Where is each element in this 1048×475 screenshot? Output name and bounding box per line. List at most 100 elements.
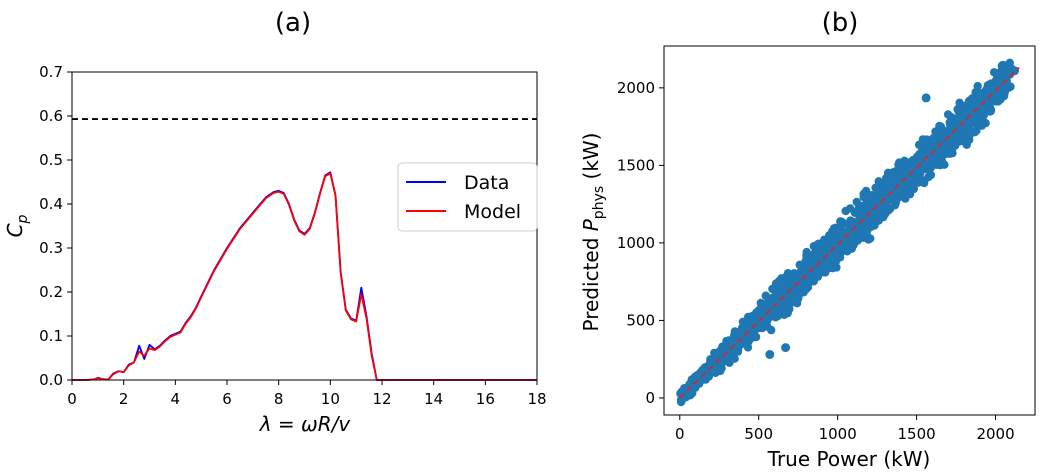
scatter-point (891, 198, 900, 208)
scatter-point (915, 151, 924, 160)
scatter-point (721, 356, 730, 366)
scatter-point (969, 96, 979, 105)
scatter-point (807, 259, 816, 268)
scatter-point (946, 146, 955, 155)
scatter-point (684, 389, 694, 398)
panel-a: (a) 0 2 4 6 8 10 12 14 16 18 0.0 0.1 0.2 0.3 0.4 0.5 0.6… (3, 8, 547, 436)
panel-a-ticks: 0 2 4 6 8 10 12 14 16 18 0.0 0.1 0.2 0.3 0.4 0.5 0.6 0.7 (39, 63, 546, 408)
y-tick-label: 0.2 (39, 283, 63, 301)
scatter-point (949, 126, 958, 135)
scatter-point (801, 285, 811, 294)
scatter-point (712, 351, 721, 360)
scatter-point (802, 247, 811, 257)
x-tick-label: 18 (527, 390, 546, 408)
scatter-point (703, 372, 712, 381)
x-tick-label: 4 (171, 390, 181, 408)
panel-a-title: (a) (275, 8, 311, 38)
scatter-point (971, 119, 980, 128)
scatter-point (825, 239, 835, 248)
panel-a-xlabel: λ = ωR/v (259, 412, 352, 436)
scatter-point (730, 331, 739, 340)
scatter-point (975, 90, 984, 100)
x-tick-label: 16 (476, 390, 495, 408)
scatter-point (877, 199, 886, 208)
y-tick-label: 0.4 (39, 195, 63, 213)
scatter-point (753, 307, 763, 316)
x-tick-label: 10 (321, 390, 340, 408)
x-tick-label: 14 (424, 390, 443, 408)
scatter-point (740, 322, 749, 332)
scatter-point (874, 177, 883, 186)
scatter-point (685, 379, 694, 389)
scatter-point (863, 225, 872, 235)
scatter-point (954, 106, 964, 115)
scatter-point (972, 126, 981, 135)
scatter-point (820, 247, 829, 256)
scatter-point (768, 284, 777, 294)
scatter-point (985, 103, 995, 113)
y-tick-label: 1500 (617, 156, 655, 174)
scatter-point (904, 187, 913, 196)
x-tick-label: 1000 (819, 425, 857, 443)
scatter-point (900, 156, 909, 165)
panel-b-ylabel: Predicted Pphys (kW) (579, 133, 607, 332)
legend-data-label: Data (464, 172, 509, 194)
y-tick-label: 500 (626, 311, 655, 329)
y-tick-label: 0.7 (39, 63, 63, 81)
x-tick-label: 2000 (976, 425, 1014, 443)
panel-b-title: (b) (822, 8, 859, 38)
scatter-point (875, 186, 884, 195)
scatter-point (977, 98, 986, 107)
x-tick-label: 1500 (898, 425, 936, 443)
x-tick-label: 8 (274, 390, 284, 408)
scatter-point (940, 160, 949, 169)
y-tick-label: 0.6 (39, 107, 63, 125)
scatter-point (734, 339, 743, 348)
scatter-point (853, 208, 863, 217)
scatter-point (963, 104, 973, 113)
scatter-point (749, 333, 759, 342)
scatter-point (791, 274, 801, 283)
x-tick-label: 0 (67, 390, 77, 408)
scatter-point (819, 265, 828, 275)
scatter-point (761, 291, 771, 301)
scatter-point (964, 121, 974, 131)
scatter-point (837, 220, 846, 229)
scatter-point (895, 190, 904, 199)
x-tick-label: 0 (675, 425, 685, 443)
scatter-point (832, 251, 842, 260)
scatter-point (911, 157, 920, 166)
y-tick-label: 0.5 (39, 151, 63, 169)
scatter-point (838, 229, 847, 238)
legend-model-label: Model (464, 201, 521, 223)
scatter-point (938, 125, 947, 134)
scatter-point (726, 338, 735, 348)
scatter-point (693, 372, 702, 381)
scatter-point (902, 179, 911, 189)
scatter-point (955, 98, 964, 108)
scatter-point (826, 255, 835, 265)
scatter-point (859, 233, 868, 242)
panel-b-frame (663, 45, 1036, 416)
scatter-point (914, 178, 923, 187)
y-tick-label: 2000 (617, 79, 655, 97)
legend-box (397, 162, 538, 232)
x-tick-label: 12 (372, 390, 391, 408)
scatter-point (882, 180, 891, 189)
scatter-point (765, 350, 775, 359)
scatter-point (921, 93, 931, 103)
y-tick-label: 0.1 (39, 327, 63, 345)
scatter-point (704, 363, 713, 372)
panel-b-ticks: 0 500 1000 1500 2000 0 500 1000 1500 2000 (617, 79, 1015, 443)
scatter-point (894, 182, 903, 192)
scatter-point (783, 303, 792, 312)
identity-line (679, 67, 1020, 399)
x-tick-label: 6 (222, 390, 232, 408)
scatter-point (1001, 82, 1010, 92)
scatter-point (781, 343, 791, 353)
scatter-point (928, 135, 938, 144)
x-tick-label: 500 (744, 425, 773, 443)
scatter-point (953, 133, 962, 143)
scatter-point (756, 322, 765, 331)
scatter-point (957, 124, 966, 133)
